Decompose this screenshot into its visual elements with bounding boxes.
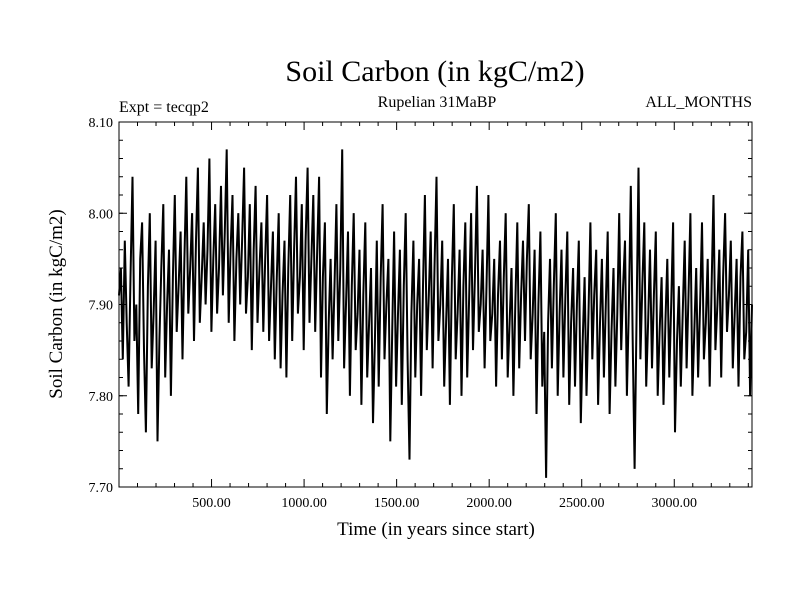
plot-area [118,149,753,478]
x-tick-label: 2500.00 [559,496,605,511]
period-label: Rupelian 31MaBP [378,94,497,111]
months-label: ALL_MONTHS [645,94,752,111]
y-tick-label: 8.10 [89,116,114,131]
experiment-label: Expt = tecqp2 [119,99,209,116]
x-tick-label: 1500.00 [374,496,420,511]
y-axis-title: Soil Carbon (in kgC/m2) [46,209,67,398]
axis-ticks: 7.70 7.80 7.90 8.00 8.10 500.00 1000.00 1500.00… [89,116,752,511]
x-axis-title: Time (in years since start) [337,519,535,540]
plot-frame [118,121,753,488]
x-tick-label: 500.00 [192,496,231,511]
chart-title: Soil Carbon (in kgC/m2) [285,55,584,88]
x-tick-label: 3000.00 [652,496,698,511]
series-line-0 [118,149,753,478]
y-tick-label: 7.70 [89,481,114,496]
y-tick-label: 7.80 [89,390,114,405]
x-tick-label: 2000.00 [466,496,512,511]
y-tick-label: 7.90 [89,299,114,314]
x-tick-label: 1000.00 [281,496,327,511]
y-tick-label: 8.00 [89,207,114,222]
